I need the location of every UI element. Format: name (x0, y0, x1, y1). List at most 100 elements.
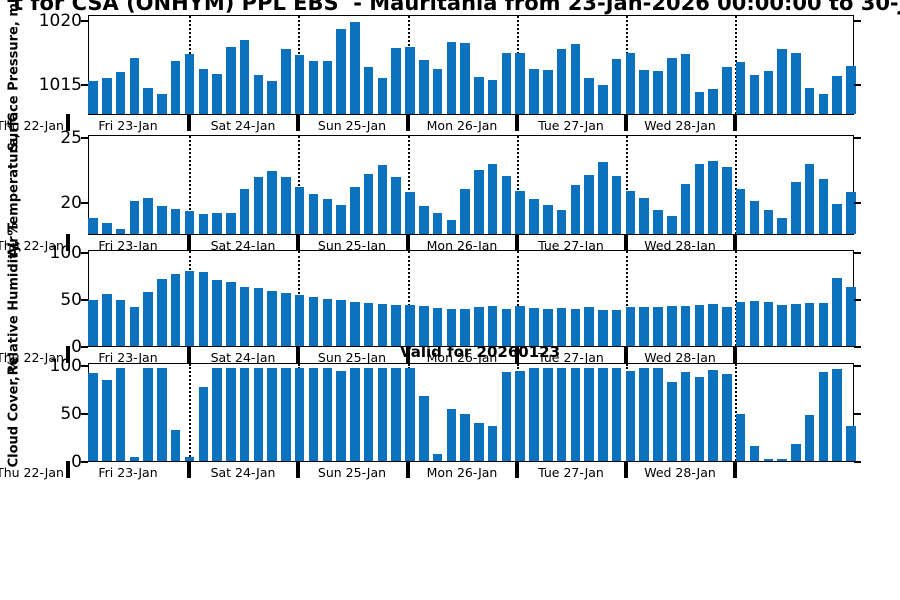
bar (253, 177, 264, 234)
bar (239, 367, 250, 461)
bar (598, 84, 608, 114)
bar (336, 300, 346, 346)
bar (611, 58, 622, 114)
day-separator-line (189, 364, 191, 461)
bar (722, 374, 732, 461)
bar (419, 395, 429, 461)
bar (460, 413, 470, 461)
bar (735, 62, 746, 114)
bar (226, 282, 236, 346)
bar (281, 177, 291, 234)
y-tick (81, 20, 88, 23)
bar (350, 302, 360, 346)
bar (763, 459, 773, 461)
bar (102, 294, 112, 346)
x-day-label: Mon 26-Jan (426, 350, 498, 365)
bar (253, 287, 264, 346)
x-day-label: Mon 26-Jan (426, 238, 498, 253)
bar (115, 367, 126, 461)
y-tick-label: 50 (60, 289, 82, 310)
bar (543, 308, 553, 346)
bar (584, 78, 594, 114)
bar (722, 167, 732, 234)
bar (405, 46, 415, 114)
x-day-label: Thu 22-Jan (0, 238, 64, 253)
x-day-label: Wed 28-Jan (644, 118, 716, 133)
bar (708, 160, 718, 234)
bar (88, 80, 98, 114)
bar (846, 286, 856, 346)
y-axis-label-wrap: Air Temperature, °C (2, 113, 26, 257)
bar (446, 408, 456, 461)
bar (308, 296, 319, 346)
bar (735, 413, 746, 461)
bar (143, 292, 153, 346)
day-tick (66, 114, 70, 131)
bar (735, 188, 746, 234)
bar (763, 302, 773, 346)
x-day-label: Tue 27-Jan (538, 350, 604, 365)
bar (129, 201, 140, 234)
axes-panel-3 (88, 363, 856, 462)
bar (777, 217, 787, 234)
bar (846, 66, 856, 114)
bar (322, 198, 332, 234)
bar (350, 21, 360, 114)
bar (791, 182, 801, 234)
bar (667, 305, 677, 346)
bar (143, 88, 153, 114)
y-tick (854, 346, 861, 348)
bar (460, 188, 470, 234)
bar (680, 53, 691, 114)
bar (584, 174, 594, 234)
day-tick (624, 234, 628, 251)
bar (749, 201, 760, 234)
bar (832, 203, 842, 234)
bar (129, 457, 140, 461)
bar (143, 197, 153, 234)
x-day-label: Thu 22-Jan (0, 118, 64, 133)
x-day-label: Sun 25-Jan (317, 118, 387, 133)
bar (556, 307, 567, 346)
bar (377, 164, 388, 234)
bar (377, 78, 388, 114)
day-tick (187, 114, 191, 131)
bar (157, 206, 167, 234)
y-tick (81, 136, 88, 139)
x-day-label: Sat 24-Jan (210, 350, 276, 365)
bar (281, 48, 291, 114)
bar (308, 367, 319, 461)
bar (226, 46, 236, 114)
x-day-label: Wed 28-Jan (644, 350, 716, 365)
day-separator-line (735, 136, 737, 234)
bar (115, 72, 126, 114)
bar (460, 308, 470, 346)
bar (639, 306, 649, 346)
bar (102, 379, 112, 461)
axes-panel-2 (88, 250, 856, 347)
bar (363, 67, 374, 114)
day-separator-line (735, 364, 737, 461)
bar (432, 453, 443, 461)
bar (804, 415, 815, 461)
bar (405, 304, 415, 346)
bar (212, 367, 222, 461)
day-tick (733, 114, 737, 131)
bar (184, 211, 195, 234)
bar (570, 44, 580, 114)
bar (625, 191, 636, 234)
day-tick (296, 234, 300, 251)
bar (405, 192, 415, 234)
day-tick (515, 346, 519, 363)
bar (267, 80, 277, 114)
day-tick (624, 346, 628, 363)
bar (474, 422, 484, 461)
bar (639, 197, 649, 234)
y-tick (854, 20, 861, 23)
x-day-label: Fri 23-Jan (98, 238, 158, 253)
bar (281, 293, 291, 346)
y-tick-label: 25 (60, 127, 82, 148)
bar (639, 367, 649, 461)
day-tick (66, 461, 70, 478)
figure-title: t for CSA (ONHYM) PPL EBS - Mauritania f… (13, 0, 900, 15)
